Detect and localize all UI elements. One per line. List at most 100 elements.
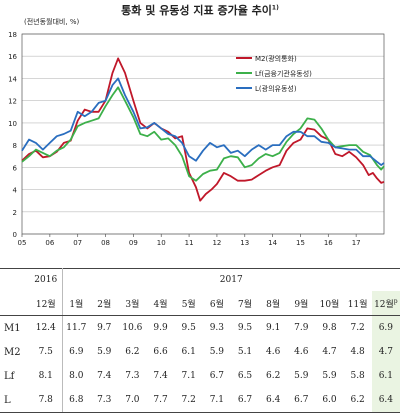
y-tick-label: 18 (8, 31, 17, 39)
table-cell: 7.8 (30, 388, 63, 413)
table-cell: 4.8 (350, 347, 365, 357)
table-row: M1 12.4 11.7 9.7 10.6 9.9 9.5 9.3 9.5 9.1 7.9 9.8 7.… (0, 315, 400, 340)
corner-cell (0, 268, 30, 291)
preliminary-mark: p (393, 297, 398, 305)
table-cell: 6.4 (371, 388, 400, 413)
table-cell: 6.1 (181, 347, 196, 357)
row-label: Lf (4, 370, 15, 382)
legend-label: M2(광의통화) (255, 54, 297, 63)
table-cell: 5.9 (322, 371, 337, 381)
x-tick-label: 13 (240, 239, 249, 247)
table-cell: 5.9 (209, 347, 225, 357)
indicator-table: 2016 2017 12월 1월 2월 3월 4월 5월 6월 7월 8월 9월 10월 11월 12월p M… (0, 268, 400, 413)
table-cell: 6.2 (125, 347, 140, 357)
table-cell: 6.6 (153, 347, 168, 357)
table-cell: 9.3 (209, 323, 225, 333)
legend-label: L(광의유동성) (255, 84, 297, 93)
table-cell: 9.9 (153, 323, 168, 333)
series-line-0 (21, 57, 385, 202)
plot-frame (21, 33, 385, 235)
table-cell: 6.9 (371, 315, 400, 340)
table-cell: 8.0 (69, 371, 84, 381)
table-cell: 6.2 (343, 388, 372, 413)
table-cell: 7.5 (30, 340, 63, 364)
table-cell: 12.4 (30, 315, 63, 340)
table-cell: 7.4 (153, 371, 168, 381)
table-cell: 7.1 (181, 371, 196, 381)
year-label: 2017 (62, 268, 400, 291)
table-cell: 7.4 (97, 371, 112, 381)
table-cell: 6.5 (237, 371, 253, 381)
line-chart: (전년동월대비, %) 0 2 4 6 8 10 12 14 16 18 05 06 07 08 09 10 1… (8, 17, 385, 247)
table-cell: 9.1 (266, 323, 281, 333)
month-header: 4월 (146, 291, 175, 316)
table-cell: 4.6 (294, 347, 309, 357)
table-cell: 7.9 (294, 323, 309, 333)
x-tick-label: 17 (352, 239, 361, 247)
legend-label: Lf(금융기관유동성) (255, 69, 312, 78)
table-cell: 5.9 (97, 347, 112, 357)
table-cell: 6.1 (371, 364, 400, 388)
table-row: Lf 8.1 8.0 7.4 7.3 7.4 7.1 6.7 6.5 6.2 5.9 5.9 5.8 6.… (0, 364, 400, 388)
chart-title-note: 1) (271, 4, 279, 12)
table-cell: 5.1 (237, 347, 253, 357)
x-tick-label: 11 (185, 239, 194, 247)
row-label: L (0, 388, 30, 413)
month-header: 7월 (230, 291, 260, 316)
table-cell: 7.3 (90, 388, 119, 413)
table-cell: 7.1 (202, 388, 231, 413)
table-cell: 7.0 (118, 388, 147, 413)
month-header-row: 12월 1월 2월 3월 4월 5월 6월 7월 8월 9월 10월 11월 12월p (0, 291, 400, 316)
month-header: 9월 (287, 291, 316, 316)
x-tick-label: 07 (73, 239, 82, 247)
table-cell: 9.8 (322, 323, 337, 333)
table-cell: 9.7 (97, 323, 112, 333)
table-cell: 7.3 (125, 371, 140, 381)
table-cell: 9.5 (181, 323, 196, 333)
table-cell: 5.8 (350, 371, 365, 381)
table-cell: 6.7 (230, 388, 260, 413)
x-tick-label: 06 (45, 239, 54, 247)
table-cell: 6.9 (69, 347, 84, 357)
table-cell: 6.4 (259, 388, 288, 413)
table-row: M2 7.5 6.9 5.9 6.2 6.6 6.1 5.9 5.1 4.6 4.6 4.7 4.8 4.… (0, 340, 400, 364)
table-cell: 7.2 (350, 323, 365, 333)
table-cell: 6.7 (209, 371, 225, 381)
y-tick-label: 16 (8, 53, 17, 61)
year-header-row: 2016 2017 (0, 268, 400, 291)
table-cell: 7.7 (146, 388, 175, 413)
month-header: 12월p (371, 291, 400, 316)
x-tick-label: 14 (268, 239, 277, 247)
month-header: 8월 (259, 291, 288, 316)
table-cell: 11.7 (66, 323, 87, 333)
month-header: 3월 (118, 291, 147, 316)
corner-cell (0, 291, 30, 316)
month-header: 10월 (315, 291, 344, 316)
table-cell: 6.7 (287, 388, 316, 413)
x-tick-label: 12 (212, 239, 221, 247)
table-cell: 4.7 (322, 347, 337, 357)
x-tick-label: 16 (324, 239, 333, 247)
x-tick-label: 09 (129, 239, 138, 247)
y-tick-label: 8 (13, 142, 17, 150)
table-row: L 7.8 6.8 7.3 7.0 7.7 7.2 7.1 6.7 6.4 6.7 6.0 6.2 6.4 (0, 388, 400, 413)
x-tick-label: 08 (101, 239, 110, 247)
table-cell: 4.7 (371, 340, 400, 364)
x-tick-label: 05 (18, 239, 27, 247)
table-cell: 6.0 (315, 388, 344, 413)
month-header: 11월 (343, 291, 372, 316)
table-cell: 10.6 (122, 323, 143, 333)
y-tick-label: 0 (13, 231, 17, 239)
x-tick-label: 10 (157, 239, 166, 247)
month-header: 6월 (202, 291, 231, 316)
table-cell: 6.8 (62, 388, 91, 413)
table-cell: 8.1 (30, 364, 63, 388)
month-header: 1월 (62, 291, 91, 316)
y-tick-label: 10 (8, 120, 17, 128)
y-tick-label: 2 (13, 209, 17, 217)
y-tick-label: 12 (8, 98, 17, 106)
chart-title-text: 통화 및 유동성 지표 증가율 추이 (121, 4, 272, 17)
y-tick-label: 6 (13, 164, 18, 172)
row-label: M1 (4, 322, 21, 334)
month-header: 5월 (174, 291, 203, 316)
